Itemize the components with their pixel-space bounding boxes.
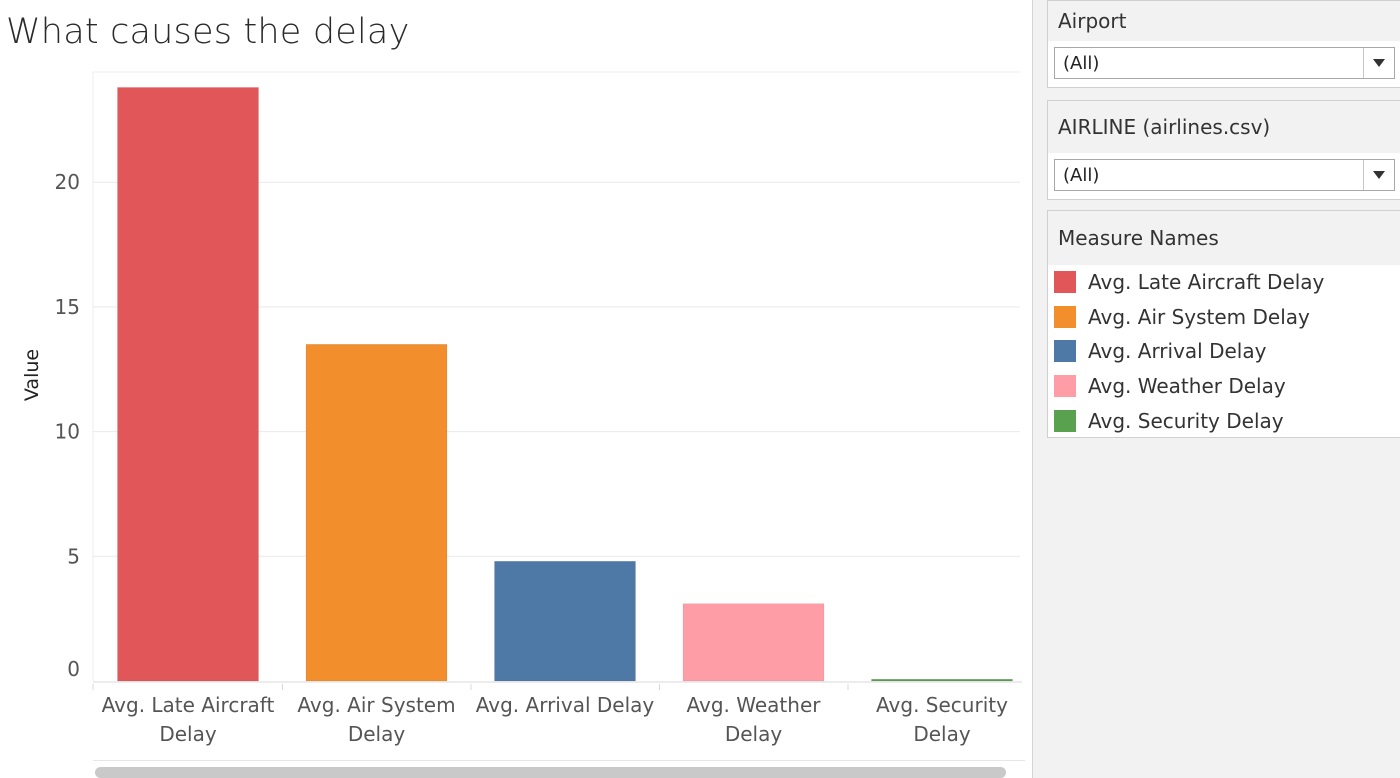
airline-select-value: (All) <box>1063 164 1100 186</box>
legend-swatch <box>1054 305 1076 328</box>
legend-label: Avg. Arrival Delay <box>1088 339 1267 364</box>
legend-title: Measure Names <box>1048 211 1400 265</box>
filter-airport: Airport (All) <box>1047 0 1400 88</box>
legend-item[interactable]: Avg. Weather Delay <box>1048 369 1400 404</box>
x-tick-label: Delay <box>159 722 217 746</box>
bars <box>117 87 1013 682</box>
bar[interactable] <box>682 603 825 682</box>
legend-label: Avg. Air System Delay <box>1088 304 1310 329</box>
bar-chart: 0 5 10 15 20 Avg. Late Aircraft Delay Avg. Air… <box>55 71 1022 746</box>
filter-airline: AIRLINE (airlines.csv) (All) <box>1047 100 1400 200</box>
x-tick-label: Avg. Air System <box>297 693 455 717</box>
x-tick-label: Delay <box>348 722 406 746</box>
bar[interactable] <box>117 87 259 682</box>
y-axis-label: Value <box>21 348 43 402</box>
airline-select[interactable]: (All) <box>1054 159 1395 191</box>
legend-item[interactable]: Avg. Air System Delay <box>1048 300 1400 335</box>
y-tick-label: 15 <box>55 295 80 319</box>
x-tick-label: Avg. Arrival Delay <box>476 693 655 717</box>
bar[interactable] <box>494 561 636 682</box>
chart-title: What causes the delay <box>6 12 410 52</box>
legend-item[interactable]: Avg. Arrival Delay <box>1048 334 1400 369</box>
y-axis-ticks: 0 5 10 15 20 <box>55 170 80 681</box>
legend-label: Avg. Weather Delay <box>1088 374 1286 399</box>
y-tick-label: 10 <box>55 420 80 444</box>
bar[interactable] <box>871 679 1013 682</box>
y-tick-label: 0 <box>67 657 80 681</box>
legend-item[interactable]: Avg. Security Delay <box>1048 403 1400 438</box>
x-tick-label: Delay <box>725 722 783 746</box>
legend-card: Measure Names Avg. Late Aircraft Delay Av… <box>1047 210 1400 438</box>
legend-label: Avg. Security Delay <box>1088 408 1284 433</box>
bar[interactable] <box>305 344 448 682</box>
legend-swatch <box>1054 409 1076 432</box>
legend-swatch <box>1054 375 1076 398</box>
airport-select-value: (All) <box>1063 52 1100 74</box>
chevron-down-icon[interactable] <box>1363 160 1394 190</box>
filter-airport-label: Airport <box>1048 1 1400 41</box>
chevron-down-icon[interactable] <box>1363 48 1394 78</box>
horizontal-scrollbar[interactable] <box>95 767 1006 778</box>
y-tick-label: 20 <box>55 170 80 194</box>
filter-airline-label: AIRLINE (airlines.csv) <box>1048 101 1400 153</box>
y-tick-label: 5 <box>67 544 80 568</box>
x-tick-label: Avg. Late Aircraft <box>102 693 275 717</box>
airport-select[interactable]: (All) <box>1054 47 1395 79</box>
legend-item[interactable]: Avg. Late Aircraft Delay <box>1048 265 1400 300</box>
legend-label: Avg. Late Aircraft Delay <box>1088 270 1325 295</box>
x-axis-ticks: Avg. Late Aircraft Delay Avg. Air System De… <box>92 684 1008 746</box>
axis-divider <box>93 760 1025 761</box>
sidebar: Airport (All) AIRLINE (airlines.csv) (Al… <box>1032 0 1400 778</box>
legend-swatch <box>1054 340 1076 363</box>
x-tick-label: Avg. Weather <box>687 693 822 717</box>
x-tick-label: Avg. Security <box>876 693 1008 717</box>
legend-swatch <box>1054 271 1076 294</box>
x-tick-label: Delay <box>913 722 971 746</box>
